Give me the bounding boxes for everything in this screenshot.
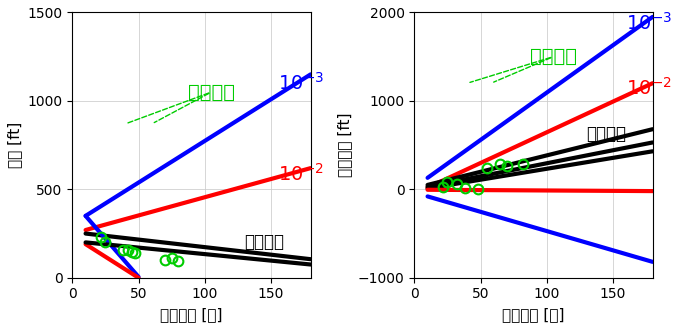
Text: 観測結果: 観測結果 (188, 83, 235, 102)
Text: 観測結果: 観測結果 (530, 47, 577, 66)
Text: $10^{-3}$: $10^{-3}$ (626, 12, 672, 34)
Text: ノミナル: ノミナル (587, 125, 627, 143)
Text: ノミナル: ノミナル (244, 233, 285, 251)
Text: $10^{-2}$: $10^{-2}$ (278, 163, 323, 184)
Y-axis label: 水平位置 [ft]: 水平位置 [ft] (337, 113, 352, 177)
X-axis label: 経過時間 [秒]: 経過時間 [秒] (502, 307, 565, 322)
Y-axis label: 高度 [ft]: 高度 [ft] (7, 122, 22, 168)
X-axis label: 経過時間 [秒]: 経過時間 [秒] (160, 307, 223, 322)
Text: $10^{-2}$: $10^{-2}$ (626, 77, 672, 99)
Text: $10^{-3}$: $10^{-3}$ (278, 72, 324, 94)
